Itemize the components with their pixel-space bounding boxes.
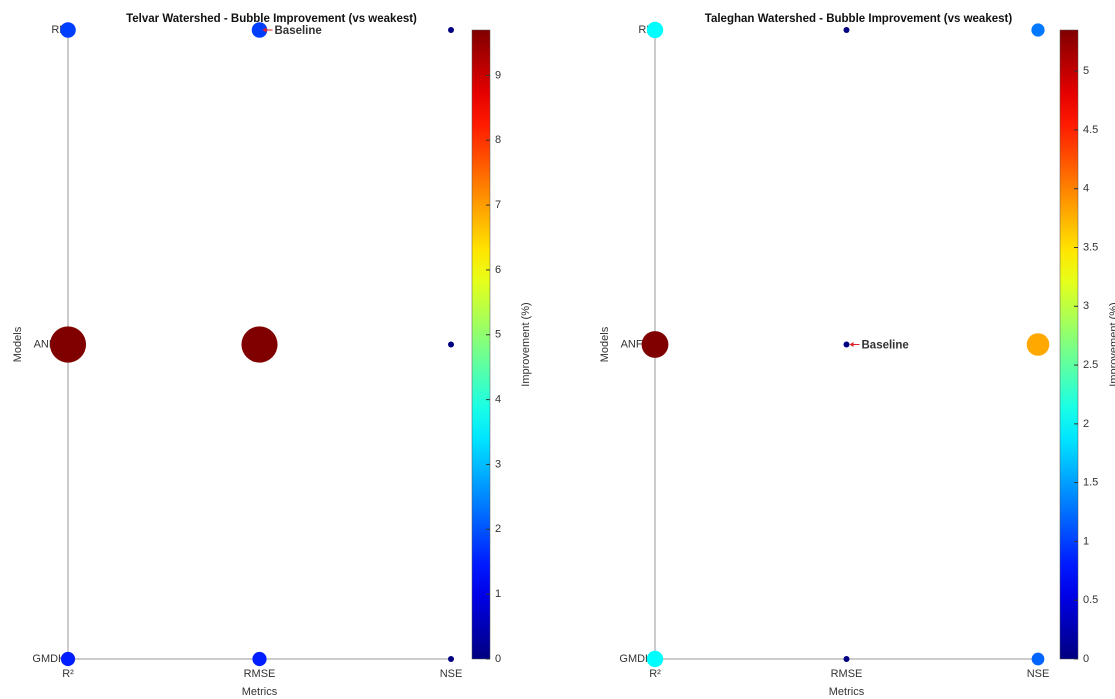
y-axis-label: Models <box>599 326 611 362</box>
colorbar-tick-label: 0 <box>1083 653 1089 665</box>
colorbar-tick-label: 7 <box>495 199 501 211</box>
x-tick-label: RMSE <box>244 668 276 680</box>
x-tick-label: R² <box>62 668 74 680</box>
bubble <box>843 27 850 33</box>
colorbar-tick-label: 5 <box>1083 65 1089 77</box>
chart-title: Telvar Watershed - Bubble Improvement (v… <box>126 13 417 25</box>
annotation-arrowhead <box>262 27 267 33</box>
x-axis-label: Metrics <box>829 686 865 698</box>
colorbar-tick-label: 2.5 <box>1083 359 1098 371</box>
bubble <box>448 656 454 662</box>
x-axis-label: Metrics <box>242 686 278 698</box>
colorbar-label: Improvement (%) <box>1108 302 1115 386</box>
bubble <box>60 22 76 38</box>
colorbar <box>1059 29 1079 660</box>
colorbar-tick-label: 4 <box>495 394 501 406</box>
annotation: Baseline <box>862 340 909 352</box>
bubble <box>1026 333 1050 356</box>
chart-title: Taleghan Watershed - Bubble Improvement … <box>705 13 1013 25</box>
bubble <box>448 341 454 348</box>
bubble <box>843 341 850 348</box>
bubble <box>1031 23 1045 37</box>
colorbar-tick-label: 4.5 <box>1083 124 1098 136</box>
x-tick-label: NSE <box>1027 668 1050 680</box>
bubble <box>646 21 664 39</box>
bubble <box>251 22 268 38</box>
bubble <box>49 326 87 363</box>
colorbar-tick-label: 3 <box>495 458 501 470</box>
colorbar-tick-label: 3.5 <box>1083 241 1098 253</box>
colorbar <box>471 29 491 660</box>
x-tick-label: NSE <box>440 668 463 680</box>
y-axis-label: Models <box>12 326 24 362</box>
colorbar-tick-label: 4 <box>1083 183 1089 195</box>
colorbar-tick-label: 5 <box>495 329 501 341</box>
colorbar-tick-label: 1.5 <box>1083 477 1098 489</box>
colorbar-tick-label: 0.5 <box>1083 594 1098 606</box>
bubble <box>252 651 267 667</box>
colorbar-tick-label: 3 <box>1083 300 1089 312</box>
colorbar-tick-label: 2 <box>1083 418 1089 430</box>
annotation-arrowhead <box>849 342 854 347</box>
annotation: Baseline <box>275 25 322 37</box>
colorbar-tick-label: 9 <box>495 69 501 81</box>
bubble <box>241 326 278 363</box>
y-tick-label: GMDH <box>32 653 66 665</box>
colorbar-tick-label: 6 <box>495 264 501 276</box>
bubble <box>60 651 76 667</box>
colorbar-tick-label: 1 <box>1083 535 1089 547</box>
colorbar-tick-label: 8 <box>495 134 501 146</box>
x-tick-label: R² <box>649 668 661 680</box>
colorbar-tick-label: 1 <box>495 588 501 600</box>
bubble <box>843 656 850 662</box>
bubble <box>448 27 454 33</box>
colorbar-label: Improvement (%) <box>520 302 532 386</box>
bubble <box>646 650 664 668</box>
x-tick-label: RMSE <box>831 668 863 680</box>
bubble <box>1031 652 1045 666</box>
colorbar-tick-label: 0 <box>495 653 501 665</box>
y-tick-label: GMDH <box>619 653 653 665</box>
bubble <box>641 331 669 358</box>
colorbar-tick-label: 2 <box>495 523 501 535</box>
